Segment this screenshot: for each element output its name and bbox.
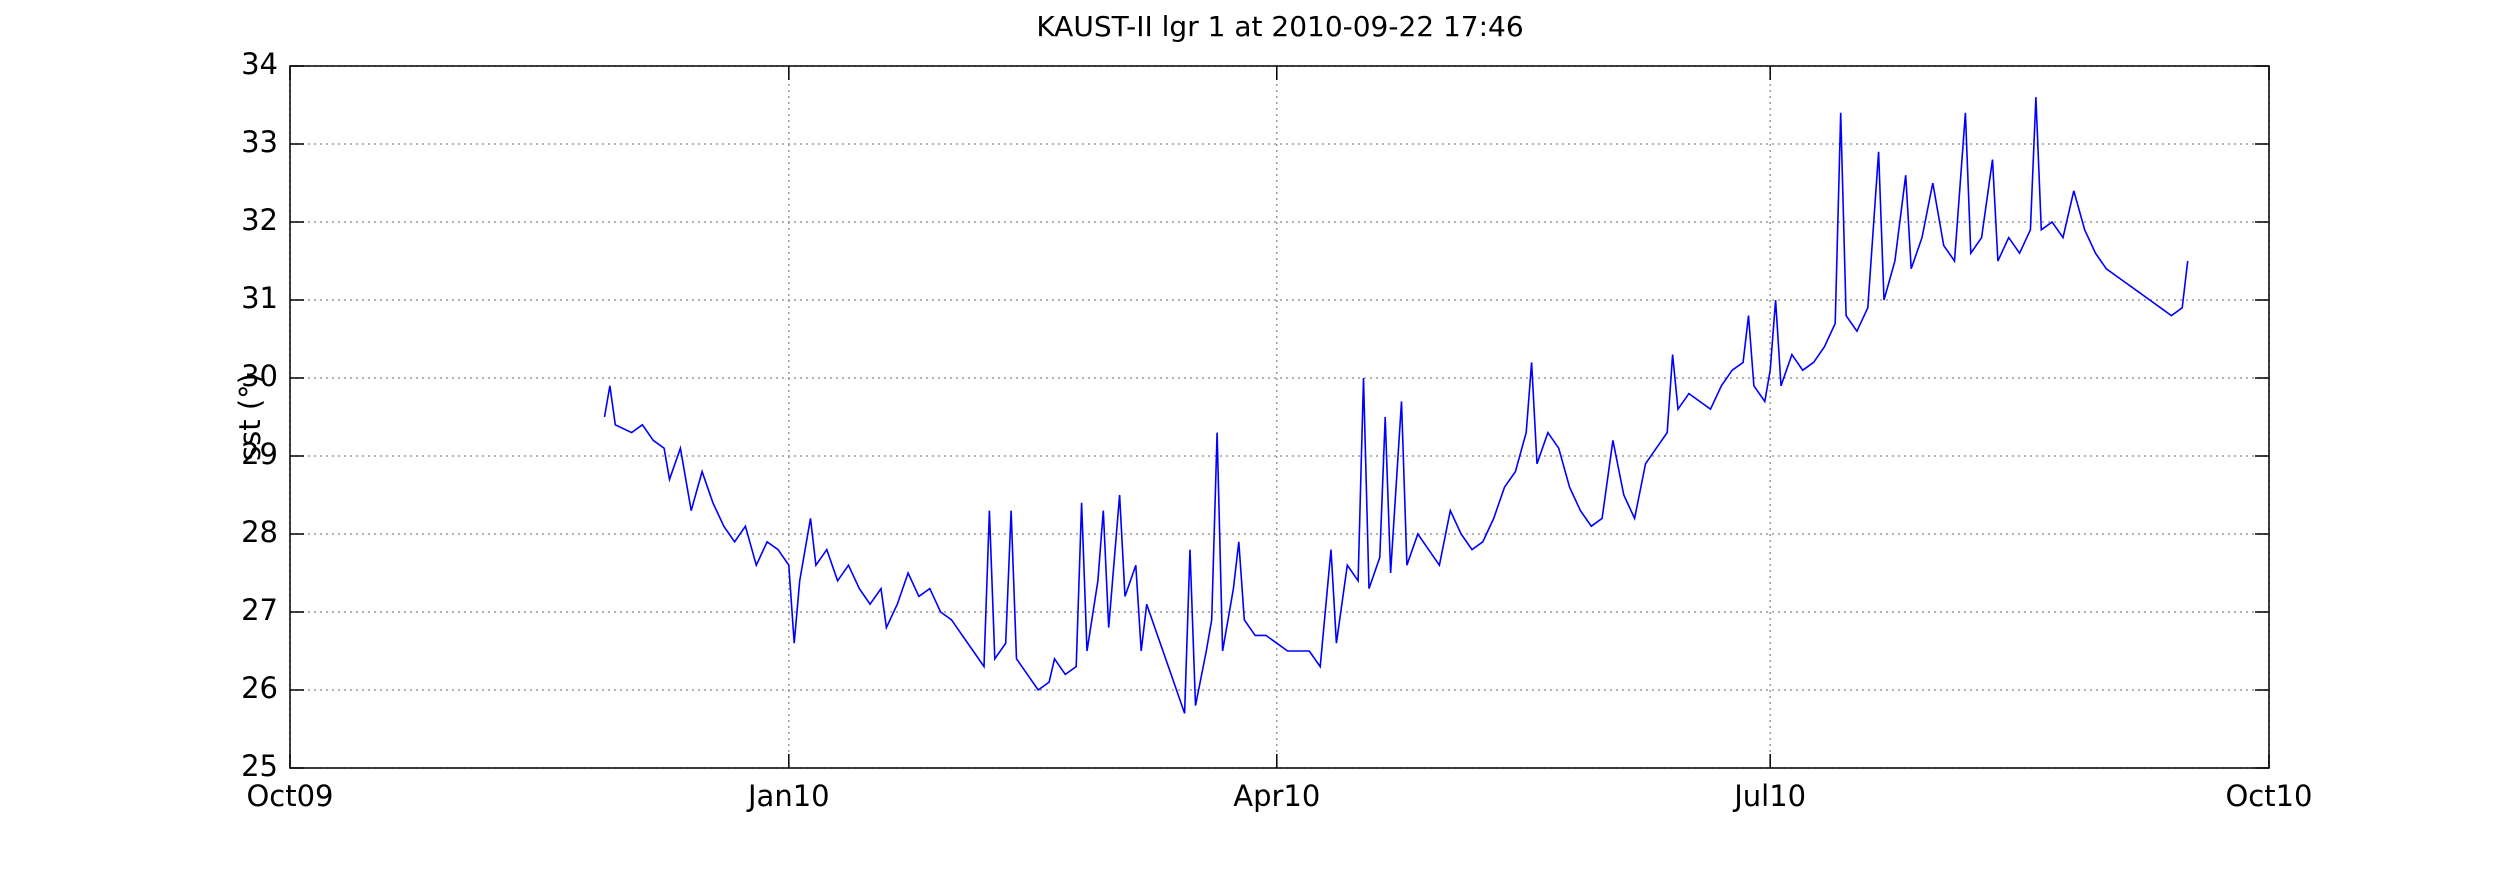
y-tick-label: 29 [241, 437, 278, 471]
y-axis-label: sst (°) [233, 373, 267, 461]
data-line [603, 97, 2189, 714]
chart-title: KAUST-II lgr 1 at 2010-09-22 17:46 [1036, 10, 1523, 43]
x-tick-label: Oct09 [246, 779, 333, 813]
x-tick-label: Jul10 [1732, 779, 1806, 813]
y-tick-label: 33 [241, 125, 278, 159]
x-tick-label: Oct10 [2225, 779, 2312, 813]
y-tick-label: 32 [241, 203, 278, 237]
y-tick-label: 34 [241, 47, 278, 81]
x-tick-label: Jan10 [746, 779, 830, 813]
y-tick-label: 31 [241, 281, 278, 315]
y-tick-label: 26 [241, 671, 278, 705]
y-tick-label: 25 [241, 749, 278, 783]
y-tick-label: 27 [241, 593, 278, 627]
plot-frame [289, 65, 2270, 769]
y-tick-label: 30 [241, 359, 278, 393]
y-tick-label: 28 [241, 515, 278, 549]
x-tick-label: Apr10 [1233, 779, 1320, 813]
